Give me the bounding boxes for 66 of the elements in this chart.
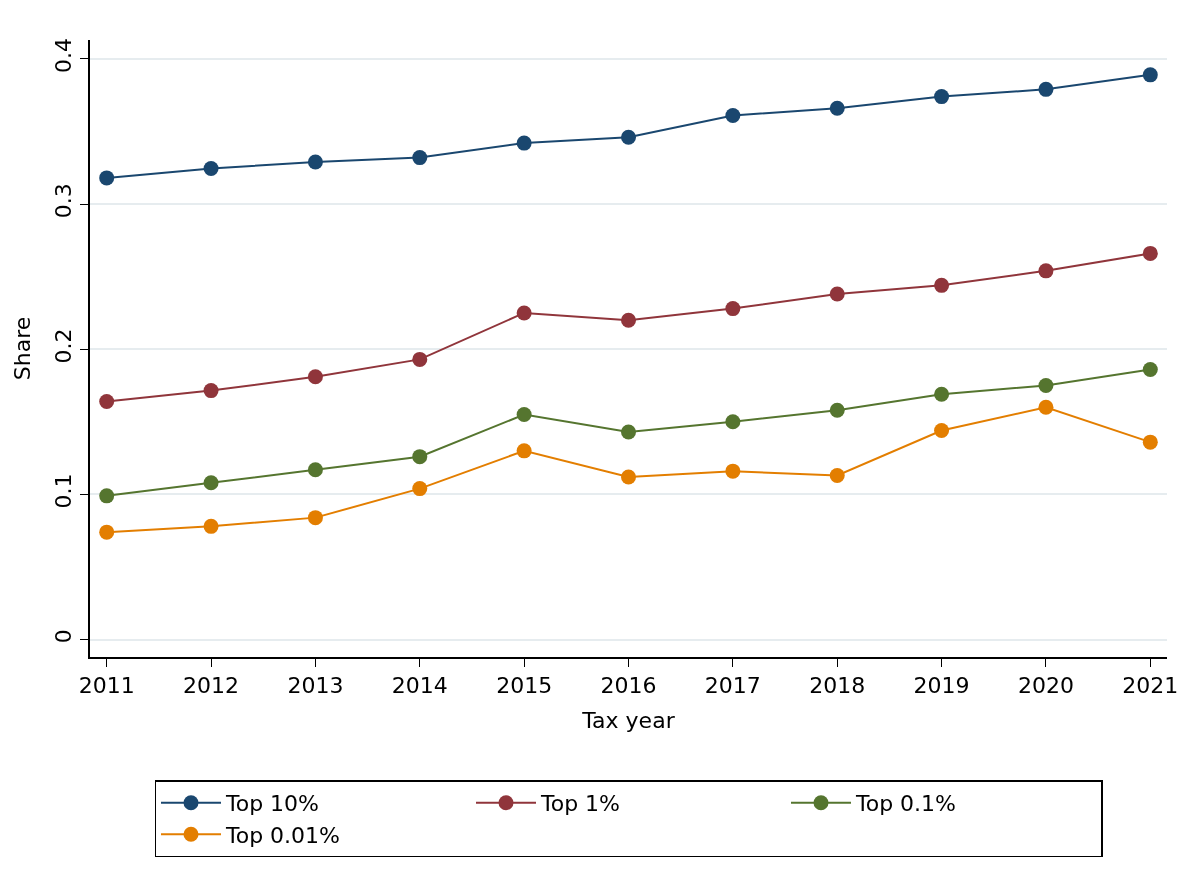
point [934, 386, 950, 402]
point [307, 510, 323, 526]
legend-label: Top 1% [540, 791, 621, 817]
x-tick-label: 2018 [809, 673, 866, 699]
point [1038, 399, 1054, 415]
point [1142, 67, 1158, 83]
point [621, 129, 636, 145]
x-axis-title: Tax year [581, 707, 676, 733]
point [412, 150, 428, 166]
point [1038, 81, 1054, 97]
y-tick-label: 0 [51, 629, 77, 644]
point [725, 414, 741, 430]
point [99, 488, 115, 504]
point [725, 301, 741, 317]
legend-label: Top 10% [225, 791, 320, 817]
point [1142, 434, 1158, 450]
y-tick-label: 0.2 [51, 328, 77, 364]
y-axis-title: Share [9, 316, 35, 381]
point [307, 369, 323, 385]
legend-label: Top 0.1% [855, 791, 957, 817]
point [1142, 362, 1158, 378]
point [99, 170, 115, 186]
point [516, 407, 532, 423]
point [934, 277, 950, 293]
x-tick-label: 2011 [78, 673, 135, 699]
point [621, 312, 636, 328]
point [516, 135, 532, 151]
y-tick-label: 0.3 [51, 183, 77, 219]
y-tick-label: 0.4 [51, 38, 77, 74]
point [307, 154, 323, 170]
x-tick-label: 2020 [1017, 673, 1074, 699]
point [412, 449, 428, 465]
point [829, 468, 845, 484]
x-tick-label: 2013 [287, 673, 344, 699]
point [934, 89, 950, 105]
y-tick-label: 0.1 [51, 473, 77, 509]
point [203, 518, 219, 534]
x-tick-label: 2021 [1122, 673, 1179, 699]
point [307, 462, 323, 478]
point [99, 524, 115, 540]
point [203, 160, 219, 176]
point [934, 423, 950, 439]
point [1038, 378, 1054, 394]
point [412, 351, 428, 367]
x-tick-label: 2016 [600, 673, 657, 699]
point [829, 402, 845, 418]
point [829, 286, 845, 302]
point [829, 100, 845, 116]
x-tick-label: 2019 [913, 673, 970, 699]
point [99, 393, 115, 409]
point [203, 383, 219, 399]
point [725, 107, 741, 123]
point [725, 463, 741, 479]
legend-label: Top 0.01% [225, 822, 341, 848]
point [516, 305, 532, 321]
point [1038, 263, 1054, 279]
point [516, 443, 532, 459]
x-tick-label: 2017 [704, 673, 761, 699]
point [1142, 245, 1158, 261]
x-tick-label: 2014 [391, 673, 448, 699]
point [621, 424, 636, 440]
x-tick-label: 2015 [496, 673, 553, 699]
point [203, 475, 219, 491]
x-tick-label: 2012 [183, 673, 240, 699]
point [621, 469, 636, 485]
point [412, 481, 428, 497]
